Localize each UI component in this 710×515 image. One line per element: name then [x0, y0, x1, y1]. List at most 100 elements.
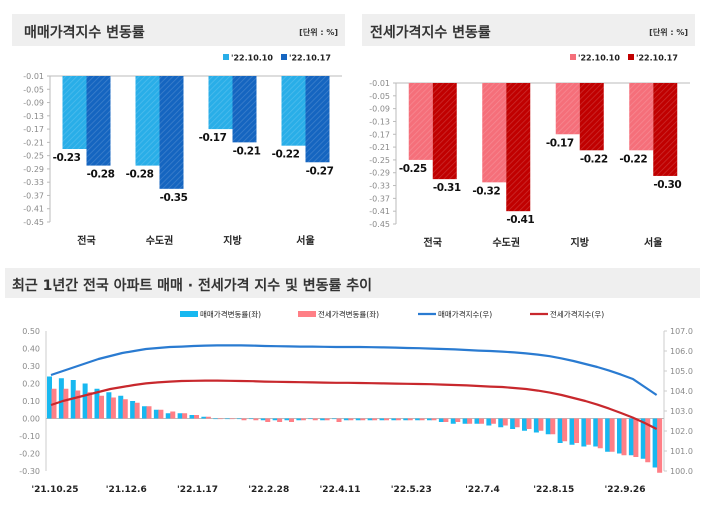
bar: [332, 418, 337, 420]
bar: [455, 418, 461, 422]
bar: [538, 418, 544, 431]
legend-label: '22.10.17: [289, 54, 331, 63]
y-tick-label: -0.01: [369, 79, 390, 88]
bar: [581, 418, 587, 447]
y-tick-label: -0.09: [23, 99, 44, 108]
bar: [82, 383, 88, 419]
category-label: 수도권: [492, 237, 520, 249]
bar: [189, 415, 195, 419]
y-tick-label: -0.37: [23, 191, 44, 200]
bar: [526, 418, 532, 429]
bar: [367, 418, 373, 421]
y-tick-label: -0.41: [369, 207, 390, 216]
bar: [170, 411, 176, 419]
bar-hatch: [653, 83, 678, 176]
data-label: -0.32: [472, 185, 500, 197]
bar-hatch: [159, 76, 184, 189]
bar: [605, 418, 611, 452]
bar: [652, 418, 658, 468]
bar: [320, 418, 326, 421]
bar-hatch: [555, 83, 580, 135]
bar: [562, 418, 568, 442]
bar: [312, 418, 318, 421]
bar: [427, 418, 432, 421]
bar: [510, 418, 516, 429]
bar: [324, 418, 330, 421]
bar: [403, 418, 409, 421]
y-tick-label: -0.45: [369, 220, 390, 229]
legend-swatch: [281, 54, 287, 60]
bar: [300, 418, 306, 421]
bar: [289, 418, 294, 422]
data-label: -0.17: [199, 132, 227, 144]
y-tick-label: -0.29: [23, 165, 44, 174]
y-tick-label: -0.45: [23, 218, 44, 227]
trend-chart-title: 최근 1년간 전국 아파트 매매 · 전세가격 지수 및 변동률 추이: [12, 277, 372, 294]
jeonse-chart-title: 전세가격지수 변동률: [370, 24, 491, 41]
y-tick-label: -0.05: [369, 92, 390, 101]
right-tick-label: 101.0: [670, 447, 693, 456]
data-label: -0.31: [433, 182, 461, 194]
bar: [407, 418, 413, 421]
data-label: -0.22: [580, 153, 608, 165]
bar: [130, 401, 136, 419]
bar-hatch: [482, 83, 507, 183]
bar: [593, 418, 599, 447]
left-tick-label: 0.50: [22, 327, 40, 336]
bar: [490, 418, 496, 424]
bar: [372, 418, 378, 421]
bar-hatch: [579, 83, 604, 151]
left-tick-label: 0.40: [22, 345, 40, 354]
legend-swatch: [628, 54, 634, 60]
bar: [597, 418, 603, 449]
legend-label: 전세가격지수(우): [550, 309, 604, 319]
bar: [379, 418, 385, 421]
bar: [284, 418, 290, 421]
y-tick-label: -0.25: [23, 152, 44, 161]
bar: [229, 418, 235, 420]
x-tick-label: '22.1.17: [177, 485, 218, 495]
right-tick-label: 105.0: [670, 367, 693, 376]
bar: [343, 418, 349, 421]
y-tick-label: -0.13: [23, 112, 44, 121]
series-line: [50, 344, 658, 396]
bar: [640, 418, 646, 459]
trend-chart: 0.50 0.40 0.30 0.20 0.10 0.00 -0.10 -0.20 -0.30 1…: [19, 309, 693, 495]
y-tick-label: -0.21: [23, 138, 44, 147]
data-label: -0.23: [53, 152, 81, 164]
legend-swatch: [223, 54, 229, 60]
bar-hatch: [432, 83, 457, 180]
bar: [75, 390, 81, 419]
trend-panel-title-bar: [5, 268, 700, 298]
bar: [569, 418, 575, 445]
bar: [134, 402, 140, 419]
bar: [522, 418, 527, 431]
bar-hatch: [629, 83, 654, 151]
bar: [384, 418, 389, 421]
bar: [118, 395, 124, 419]
x-tick-label: '21.12.6: [106, 485, 147, 495]
y-tick-label: -0.17: [23, 125, 44, 134]
jeonse-chart-unit: [단위 : %]: [649, 27, 688, 37]
bar: [205, 416, 211, 419]
bar: [617, 418, 622, 454]
y-tick-label: -0.01: [23, 72, 44, 81]
sale-change-chart: -0.01 -0.05 -0.09 -0.13 -0.17 -0.21 -0.25 -0.29…: [23, 54, 342, 247]
right-tick-label: 103.0: [670, 407, 693, 416]
bar: [153, 409, 159, 419]
right-tick-label: 100.0: [670, 467, 693, 476]
jeonse-panel-title-bar: [362, 14, 695, 46]
left-tick-label: 0.20: [22, 380, 40, 389]
bar-hatch: [281, 76, 306, 146]
bar: [462, 418, 468, 424]
bar-hatch: [135, 76, 160, 166]
legend-swatch: [180, 311, 198, 317]
data-label: -0.22: [272, 149, 300, 161]
y-tick-label: -0.37: [369, 194, 390, 203]
bar: [58, 378, 64, 419]
x-tick-label: '22.9.26: [605, 485, 646, 495]
bar-hatch: [232, 76, 257, 143]
bar: [645, 418, 651, 463]
left-tick-label: -0.30: [19, 467, 40, 476]
bar: [272, 418, 278, 421]
